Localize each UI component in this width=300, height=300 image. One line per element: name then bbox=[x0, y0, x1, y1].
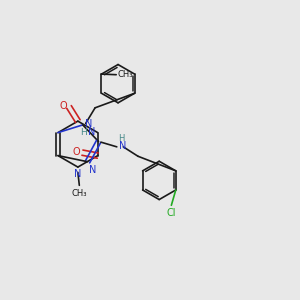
Text: N: N bbox=[88, 127, 95, 137]
Text: Cl: Cl bbox=[166, 208, 175, 218]
Text: CH₃: CH₃ bbox=[118, 70, 134, 79]
Text: H: H bbox=[118, 134, 125, 143]
Text: N: N bbox=[85, 119, 92, 129]
Text: N: N bbox=[118, 141, 126, 151]
Text: O: O bbox=[59, 100, 67, 110]
Text: O: O bbox=[73, 147, 80, 157]
Text: H: H bbox=[80, 128, 87, 136]
Text: N: N bbox=[74, 169, 82, 178]
Text: N: N bbox=[89, 165, 96, 175]
Text: CH₃: CH₃ bbox=[72, 189, 87, 198]
